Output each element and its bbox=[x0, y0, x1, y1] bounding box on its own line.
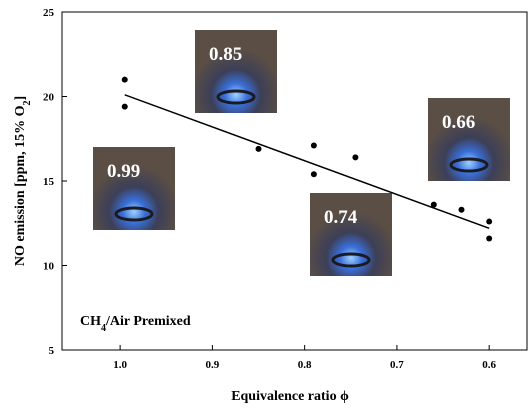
insets: 0.99 0.85 0.74 0.66 bbox=[93, 30, 510, 276]
x-tick-label: 0.6 bbox=[482, 359, 496, 371]
point bbox=[486, 218, 493, 225]
flame-photo bbox=[93, 147, 175, 230]
y-tick-label: 25 bbox=[43, 7, 55, 19]
flame-photo bbox=[428, 98, 510, 181]
label-part: CH bbox=[80, 314, 101, 329]
point bbox=[430, 201, 437, 208]
point bbox=[121, 103, 128, 110]
point bbox=[310, 142, 317, 149]
point bbox=[486, 235, 493, 242]
burner-rim bbox=[114, 206, 154, 222]
y-tick-label: 10 bbox=[43, 261, 55, 273]
y-tick-label: 20 bbox=[43, 92, 55, 104]
x-tick-label: 0.9 bbox=[206, 359, 220, 371]
annotation: 0.66 bbox=[442, 112, 475, 133]
flame-photo bbox=[195, 30, 277, 113]
annotation: 0.85 bbox=[209, 44, 242, 65]
burner-rim bbox=[449, 157, 489, 173]
x-tick-label: 0.8 bbox=[298, 359, 312, 371]
y-axis-label: NO emission [ppm, 15% O2] bbox=[13, 96, 33, 266]
trend-line bbox=[124, 94, 490, 230]
burner-rim bbox=[331, 252, 371, 268]
annotation: 0.74 bbox=[324, 207, 358, 228]
label-part: /Air Premixed bbox=[105, 314, 191, 329]
label-part: 2 bbox=[22, 101, 33, 106]
x-tick-label: 1.0 bbox=[113, 359, 127, 371]
y-tick-label: 15 bbox=[43, 176, 55, 188]
point bbox=[458, 206, 465, 213]
point bbox=[121, 76, 128, 83]
note: CH4/Air Premixed bbox=[80, 314, 191, 334]
point bbox=[352, 154, 359, 161]
label-part: 4 bbox=[101, 323, 106, 334]
annotation: 0.99 bbox=[107, 161, 140, 182]
burner-rim bbox=[216, 89, 256, 105]
point bbox=[255, 145, 262, 152]
point bbox=[310, 171, 317, 178]
flame-photo bbox=[310, 193, 392, 276]
label-part: ] bbox=[13, 96, 28, 101]
x-tick-label: 0.7 bbox=[390, 359, 404, 371]
x-axis-label: Equivalence ratio ϕ bbox=[231, 389, 349, 404]
y-tick-label: 5 bbox=[49, 345, 55, 357]
label-part: NO emission [ppm, 15% O bbox=[13, 105, 28, 266]
